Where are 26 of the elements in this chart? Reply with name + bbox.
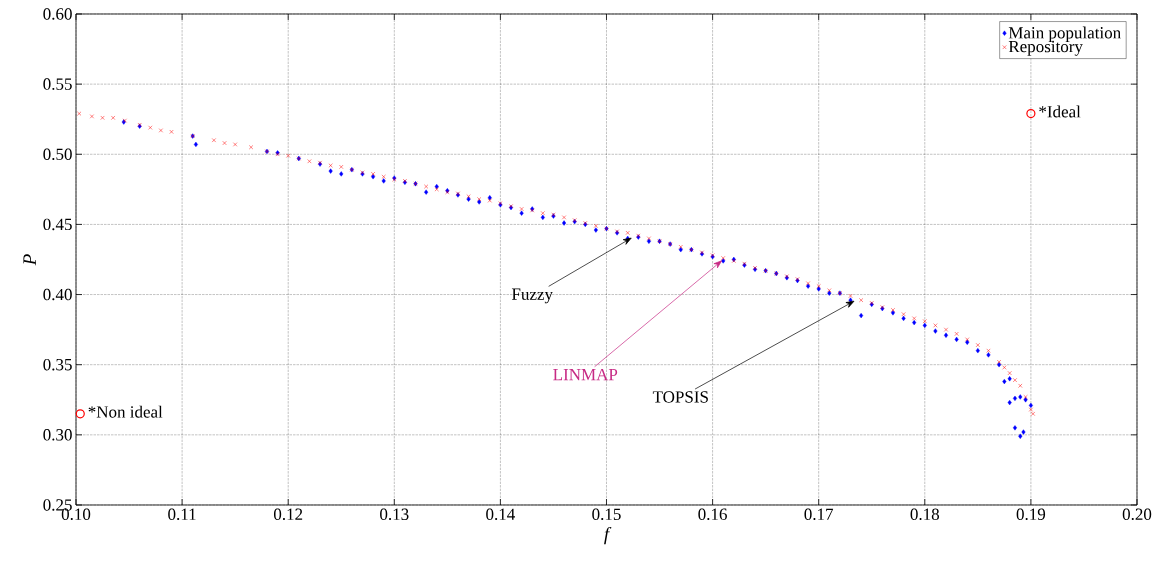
x-tick-label: 0.17 xyxy=(804,508,834,521)
y-tick-label: 0.40 xyxy=(43,288,72,301)
y-tick-label: 0.55 xyxy=(43,78,72,90)
annotation: *Non ideal xyxy=(88,405,163,418)
x-tick-label: 0.19 xyxy=(1016,508,1046,521)
y-axis-title: P xyxy=(23,254,36,266)
annotation: Fuzzy xyxy=(511,288,553,304)
legend-label: Main population xyxy=(1008,26,1121,42)
y-tick-label: 0.30 xyxy=(43,429,72,441)
annotation: TOPSIS xyxy=(652,391,708,403)
x-tick-label: 0.16 xyxy=(698,508,727,521)
x-tick-label: 0.20 xyxy=(1122,508,1152,521)
annotation: LINMAP xyxy=(553,368,618,381)
y-tick-label: 0.35 xyxy=(43,358,72,371)
x-tick-label: 0.18 xyxy=(910,508,940,521)
legend-label: Repository xyxy=(1008,40,1083,56)
x-tick-label: 0.12 xyxy=(273,508,303,521)
y-tick-label: 0.60 xyxy=(43,8,72,20)
x-tick-label: 0.11 xyxy=(168,508,196,521)
x-axis-title: f xyxy=(604,526,612,545)
x-tick-label: 0.15 xyxy=(592,508,621,521)
y-tick-label: 0.45 xyxy=(43,218,72,231)
annotation: *Ideal xyxy=(1039,105,1081,118)
y-tick-label: 0.50 xyxy=(43,148,72,161)
x-tick-label: 0.14 xyxy=(486,508,516,521)
x-tick-label: 0.13 xyxy=(380,508,409,521)
